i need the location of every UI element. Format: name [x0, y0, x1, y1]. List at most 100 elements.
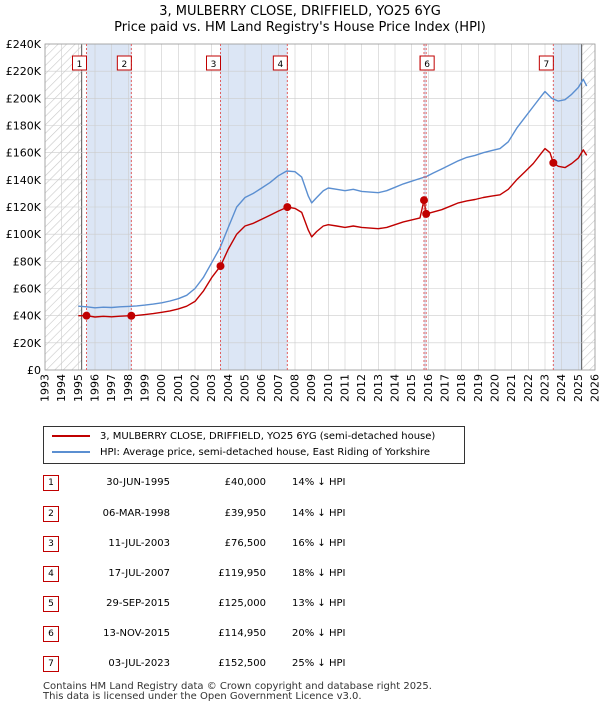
- y-tick-label: £100K: [6, 228, 42, 241]
- sale-number-label: 1: [77, 60, 83, 70]
- sale-row: 2 06-MAR-1998 £39,950 14% ↓ HPI: [0, 503, 600, 525]
- price-chart: £0 £20K £40K £60K £80K £100K £120K £140K £160K £1…: [6, 38, 600, 402]
- sale-number-badge: 3: [43, 536, 59, 552]
- x-tick-label: 2022: [522, 374, 535, 402]
- x-tick-label: 2019: [472, 374, 485, 402]
- y-tick-label: £140K: [6, 174, 42, 187]
- x-tick-label: 2020: [489, 374, 502, 402]
- sale-number-label: 7: [543, 60, 549, 70]
- legend: 3, MULBERRY CLOSE, DRIFFIELD, YO25 6YG (…: [43, 426, 465, 464]
- sale-date: 29-SEP-2015: [106, 598, 170, 609]
- sale-date: 03-JUL-2023: [108, 658, 170, 669]
- chart-title: 3, MULBERRY CLOSE, DRIFFIELD, YO25 6YG: [159, 4, 441, 19]
- sale-number-badge: 1: [43, 475, 59, 491]
- x-tick-label: 2012: [355, 374, 368, 402]
- footer-licence: This data is licensed under the Open Gov…: [43, 691, 362, 702]
- x-tick-label: 2015: [405, 374, 418, 402]
- sale-number-box: [538, 55, 554, 71]
- x-tick-label: 2016: [422, 374, 435, 402]
- x-tick-label: 1997: [105, 374, 118, 402]
- x-tick-label: 2002: [189, 374, 202, 402]
- sale-point: [422, 209, 431, 218]
- sale-point: [549, 158, 558, 167]
- sale-price: £125,000: [218, 598, 266, 609]
- x-tick-label: 2010: [322, 374, 335, 402]
- x-tick-label: 2011: [339, 374, 352, 402]
- legend-label-hpi: HPI: Average price, semi-detached house,…: [100, 447, 431, 458]
- footer-copyright: Contains HM Land Registry data © Crown c…: [43, 681, 432, 692]
- sale-hpi-diff: 25% ↓ HPI: [292, 658, 346, 669]
- sale-number-badge: 7: [43, 656, 59, 672]
- legend-item-hpi: HPI: Average price, semi-detached house,…: [52, 446, 430, 460]
- legend-swatch-hpi: [52, 451, 90, 453]
- sale-date: 06-MAR-1998: [102, 508, 170, 519]
- sale-date: 13-NOV-2015: [103, 628, 170, 639]
- x-tick-label: 2004: [222, 374, 235, 402]
- y-tick-label: £220K: [6, 65, 42, 78]
- sale-hpi-diff: 13% ↓ HPI: [292, 598, 346, 609]
- x-tick-label: 2023: [539, 374, 552, 402]
- property-price-line: [78, 147, 588, 318]
- chart-subtitle: Price paid vs. HM Land Registry's House …: [114, 20, 486, 35]
- sale-number-box: [419, 55, 435, 71]
- legend-item-property: 3, MULBERRY CLOSE, DRIFFIELD, YO25 6YG (…: [52, 430, 435, 444]
- x-tick-label: 1994: [55, 374, 68, 402]
- plot-border: [44, 43, 596, 371]
- x-tick-label: 2021: [505, 374, 518, 402]
- y-tick-label: £160K: [6, 147, 42, 160]
- sale-number-label: 2: [121, 60, 127, 70]
- x-tick-label: 2024: [555, 374, 568, 402]
- sale-number-label: 3: [211, 60, 217, 70]
- sale-number-box: [116, 55, 132, 71]
- sale-price: £114,950: [218, 628, 266, 639]
- y-tick-label: £200K: [6, 92, 42, 105]
- y-tick-label: £120K: [6, 201, 42, 214]
- x-tick-label: 2025: [572, 374, 585, 402]
- x-tick-label: 1995: [72, 374, 85, 402]
- x-tick-label: 2008: [289, 374, 302, 402]
- x-tick-label: 2013: [372, 374, 385, 402]
- legend-swatch-property: [52, 435, 90, 437]
- sale-number-box: [272, 55, 288, 71]
- sale-point: [420, 196, 428, 205]
- sale-hpi-diff: 14% ↓ HPI: [292, 508, 346, 519]
- sale-hpi-diff: 16% ↓ HPI: [292, 538, 346, 549]
- x-tick-label: 2017: [439, 374, 452, 402]
- y-tick-label: £20K: [13, 337, 42, 350]
- sale-number-badge: 6: [43, 626, 59, 642]
- sale-row: 3 11-JUL-2003 £76,500 16% ↓ HPI: [0, 533, 600, 555]
- sale-number-label: 6: [424, 60, 430, 70]
- footer: Contains HM Land Registry data © Crown c…: [43, 682, 432, 702]
- sale-price: £40,000: [224, 477, 266, 488]
- x-tick-label: 2007: [272, 374, 285, 402]
- sale-point: [127, 311, 136, 320]
- sale-number-box: [72, 55, 87, 71]
- hpi-line: [78, 78, 588, 309]
- sale-number-badge: 4: [43, 566, 59, 582]
- sale-row: 7 03-JUL-2023 £152,500 25% ↓ HPI: [0, 653, 600, 675]
- sale-price: £152,500: [218, 658, 266, 669]
- sale-row: 4 17-JUL-2007 £119,950 18% ↓ HPI: [0, 563, 600, 585]
- sale-price: £39,950: [224, 508, 266, 519]
- legend-label-property: 3, MULBERRY CLOSE, DRIFFIELD, YO25 6YG (…: [100, 431, 436, 442]
- x-tick-label: 2018: [455, 374, 468, 402]
- sale-point: [82, 311, 91, 320]
- x-tick-label: 2000: [155, 374, 168, 402]
- sale-date: 17-JUL-2007: [108, 568, 170, 579]
- sale-point: [283, 203, 292, 212]
- x-tick-label: 2026: [589, 374, 600, 402]
- sale-point: [216, 262, 225, 271]
- y-tick-label: £0: [27, 364, 41, 377]
- x-tick-label: 2001: [172, 374, 185, 402]
- y-tick-label: £180K: [6, 120, 42, 133]
- sale-number-label: 4: [277, 60, 283, 70]
- x-tick-label: 2009: [305, 374, 318, 402]
- x-tick-label: 2003: [205, 374, 218, 402]
- y-tick-label: £80K: [13, 255, 42, 268]
- sale-hpi-diff: 14% ↓ HPI: [292, 477, 346, 488]
- x-tick-label: 2005: [239, 374, 252, 402]
- x-tick-label: 2014: [389, 374, 402, 402]
- sale-date: 11-JUL-2003: [108, 538, 170, 549]
- sale-price: £119,950: [218, 568, 266, 579]
- sale-hpi-diff: 20% ↓ HPI: [292, 628, 346, 639]
